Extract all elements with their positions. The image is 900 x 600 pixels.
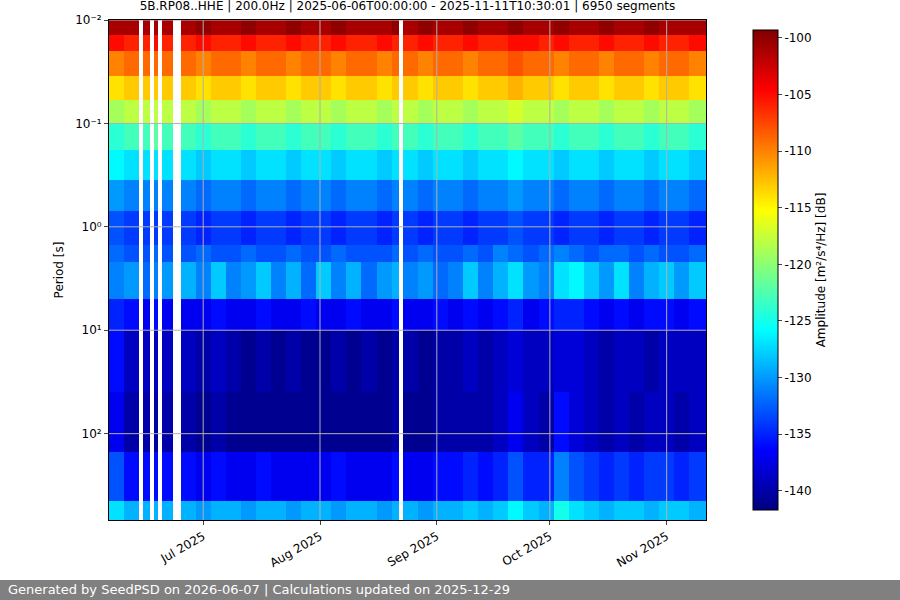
svg-text:Period [s]: Period [s] bbox=[52, 242, 66, 299]
svg-text:Oct 2025: Oct 2025 bbox=[500, 529, 555, 569]
svg-text:Nov 2025: Nov 2025 bbox=[614, 529, 671, 570]
svg-text:Sep 2025: Sep 2025 bbox=[385, 529, 441, 570]
svg-text:10⁻¹: 10⁻¹ bbox=[75, 117, 102, 131]
svg-text:-125: -125 bbox=[784, 314, 811, 328]
svg-text:10¹: 10¹ bbox=[82, 323, 102, 337]
svg-text:5B.RP08..HHE | 200.0Hz | 2025-: 5B.RP08..HHE | 200.0Hz | 2025-06-06T00:0… bbox=[140, 0, 676, 13]
svg-text:10²: 10² bbox=[82, 427, 102, 441]
svg-text:Aug 2025: Aug 2025 bbox=[267, 529, 324, 570]
svg-text:-135: -135 bbox=[784, 427, 811, 441]
svg-text:-130: -130 bbox=[784, 371, 811, 385]
svg-text:-110: -110 bbox=[784, 144, 811, 158]
svg-text:10⁻²: 10⁻² bbox=[75, 13, 102, 27]
svg-text:-105: -105 bbox=[784, 88, 811, 102]
svg-text:10⁰: 10⁰ bbox=[82, 220, 102, 234]
svg-text:-115: -115 bbox=[784, 201, 811, 215]
svg-text:Amplitude [m²/s⁴/Hz] [dB]: Amplitude [m²/s⁴/Hz] [dB] bbox=[814, 193, 828, 348]
svg-text:-140: -140 bbox=[784, 484, 811, 498]
html-text:Generated by SeedPSD on 2026-0: Generated by SeedPSD on 2026-06-07 | Cal… bbox=[8, 582, 510, 597]
svg-text:-120: -120 bbox=[784, 258, 811, 272]
svg-text:-100: -100 bbox=[784, 31, 811, 45]
svg-text:Jul 2025: Jul 2025 bbox=[158, 529, 208, 566]
